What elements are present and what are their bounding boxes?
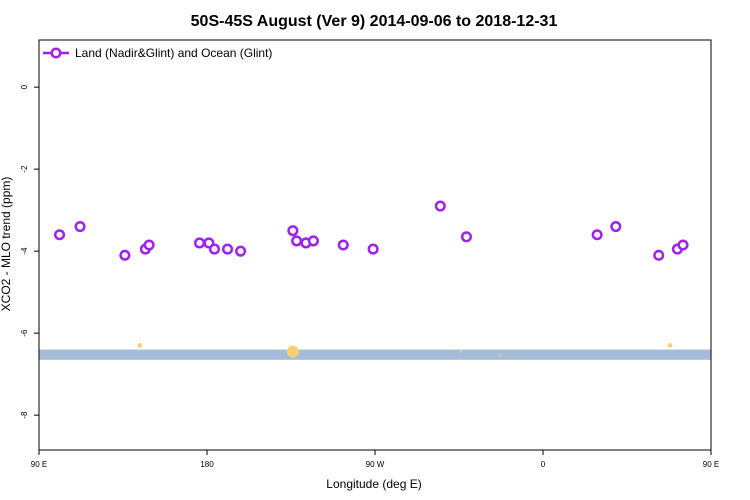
data-point xyxy=(53,229,66,241)
data-point xyxy=(221,243,234,255)
x-tick-label: 0 xyxy=(541,460,546,469)
band-marker xyxy=(286,345,299,358)
data-point xyxy=(460,231,473,243)
band-marker-layer xyxy=(137,343,673,358)
x-axis-label: Longitude (deg E) xyxy=(326,477,421,491)
legend-label: Land (Nadir&Glint) and Ocean (Glint) xyxy=(75,46,272,60)
y-tick-label: -6 xyxy=(20,329,29,337)
data-point xyxy=(337,239,349,251)
data-point xyxy=(434,200,446,212)
x-tick-label: 90 E xyxy=(31,460,47,469)
surface-type-band xyxy=(39,349,711,360)
x-axis-ticks: 90 E 180 90 W 0 90 E xyxy=(31,450,719,469)
y-tick-label: 0 xyxy=(20,84,29,89)
data-point xyxy=(74,221,86,233)
band-marker xyxy=(498,354,502,357)
band-marker xyxy=(667,343,673,348)
data-point xyxy=(307,235,319,247)
legend-marker xyxy=(50,47,62,59)
data-point xyxy=(208,243,221,255)
data-point xyxy=(235,245,247,257)
x-tick-label: 180 xyxy=(200,460,214,469)
x-tick-label: 90 E xyxy=(703,460,719,469)
y-tick-label: -2 xyxy=(20,165,29,173)
band-marker xyxy=(137,343,143,348)
data-point xyxy=(653,249,665,261)
y-axis-ticks: 0 -2 -4 -6 -8 xyxy=(20,84,39,419)
band-marker xyxy=(459,350,463,353)
y-tick-label: -8 xyxy=(20,411,29,419)
y-tick-label: -4 xyxy=(20,247,29,255)
y-axis-label: XCO2 - MLO trend (ppm) xyxy=(0,177,13,312)
data-point xyxy=(367,243,379,255)
legend: Land (Nadir&Glint) and Ocean (Glint) xyxy=(43,46,272,60)
data-point xyxy=(287,225,299,237)
data-point xyxy=(291,235,303,247)
x-tick-label: 90 W xyxy=(366,460,385,469)
band-layer xyxy=(39,349,711,360)
chart-title: 50S-45S August (Ver 9) 2014-09-06 to 201… xyxy=(191,13,558,30)
data-point xyxy=(119,249,131,261)
data-point xyxy=(591,229,603,241)
data-point xyxy=(193,237,206,249)
data-point xyxy=(143,239,155,251)
data-point xyxy=(677,239,689,251)
point-layer xyxy=(53,200,689,261)
data-point xyxy=(610,221,622,233)
